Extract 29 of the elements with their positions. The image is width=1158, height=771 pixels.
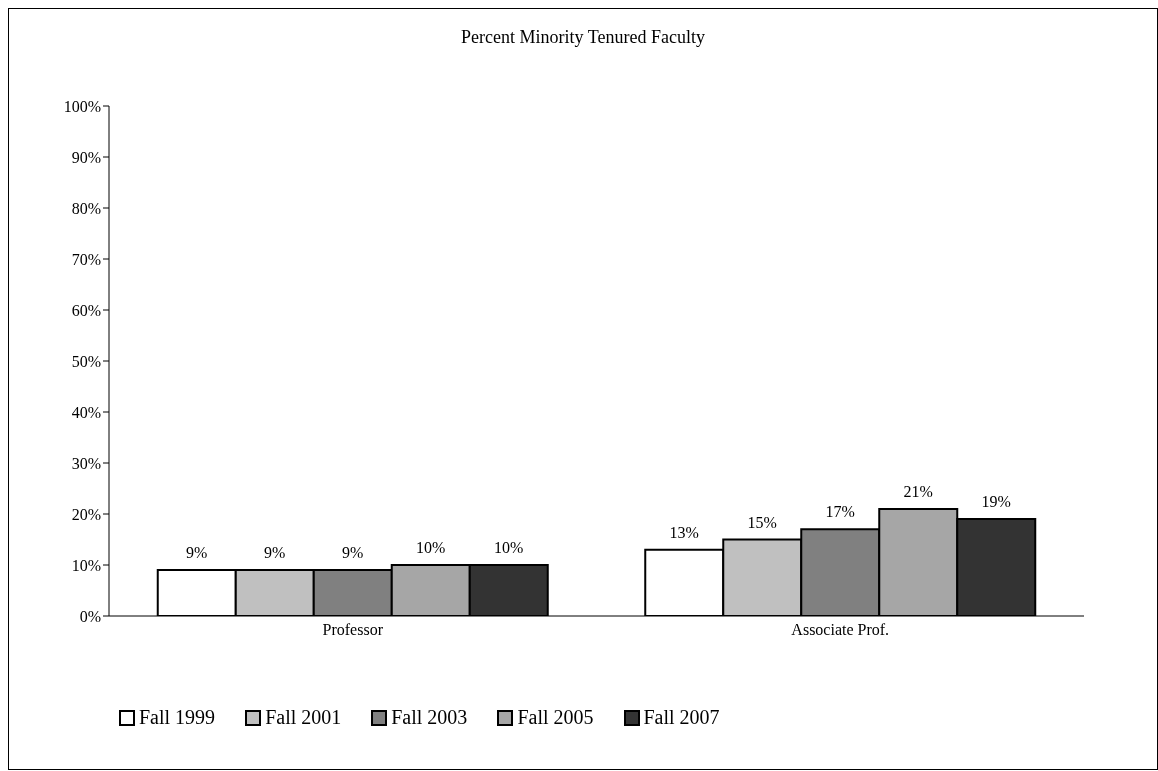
x-tick-label: Associate Prof. (791, 621, 890, 639)
y-tick-label: 100% (63, 97, 101, 115)
legend-label: Fall 2003 (390, 706, 468, 729)
data-label: 9% (186, 544, 208, 562)
y-tick-label: 0% (79, 607, 101, 625)
legend-label: Fall 2005 (516, 706, 594, 729)
data-label: 15% (747, 513, 777, 531)
data-label: 21% (903, 482, 933, 500)
x-tick-label: Professor (322, 621, 384, 639)
data-label: 10% (416, 539, 446, 556)
chart-title: Percent Minority Tenured Faculty (460, 27, 706, 48)
legend-label: Fall 2007 (642, 706, 720, 729)
y-tick-label: 70% (71, 250, 101, 268)
y-tick-label: 30% (71, 454, 101, 472)
data-label: 9% (342, 544, 364, 562)
y-tick-label: 60% (71, 301, 101, 319)
legend-label: Fall 2001 (264, 706, 342, 729)
data-label: 17% (825, 503, 855, 521)
y-tick-label: 40% (71, 403, 101, 421)
legend-label: Fall 1999 (138, 706, 216, 729)
data-label: 9% (264, 544, 286, 562)
y-tick-label: 10% (71, 556, 101, 574)
y-tick-label: 50% (71, 352, 101, 370)
data-label: 10% (494, 539, 524, 556)
data-label: 13% (669, 523, 699, 541)
y-tick-label: 90% (71, 148, 101, 166)
y-tick-label: 80% (71, 199, 101, 217)
y-tick-label: 20% (71, 505, 101, 523)
data-label: 19% (981, 493, 1011, 511)
